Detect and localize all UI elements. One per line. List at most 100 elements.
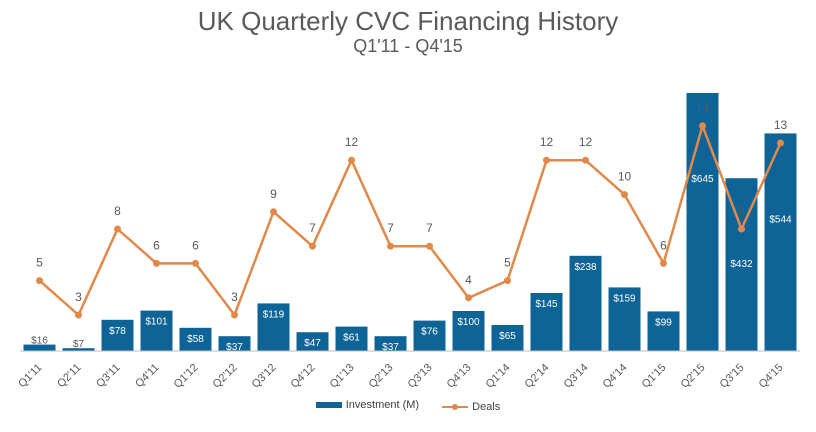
investment-bar — [413, 320, 446, 351]
investment-bar — [608, 287, 641, 351]
deals-point — [504, 277, 511, 285]
legend: Investment (M) Deals — [0, 399, 816, 413]
legend-label-investment: Investment (M) — [345, 399, 420, 411]
deals-point — [192, 259, 199, 267]
bar-value-label: $432 — [730, 259, 753, 270]
investment-bar — [764, 133, 797, 351]
chart-title: UK Quarterly CVC Financing History — [197, 6, 619, 36]
deals-point — [75, 311, 82, 319]
x-tick-label: Q1'13 — [328, 362, 357, 391]
deals-value-label: 8 — [738, 204, 745, 218]
deals-value-label: 4 — [465, 273, 472, 287]
bar-value-label: $7 — [73, 339, 85, 350]
investment-bar — [179, 327, 212, 351]
x-tick-label: Q4'14 — [601, 362, 630, 391]
bar-value-label: $47 — [304, 338, 321, 349]
x-tick-label: Q3'13 — [406, 362, 435, 391]
x-tick-label: Q2'11 — [55, 362, 83, 390]
deals-value-label: 6 — [660, 238, 667, 252]
deals-value-label: 6 — [192, 238, 199, 252]
bar-value-label: $76 — [421, 327, 438, 338]
deals-value-label: 12 — [345, 135, 359, 149]
bar-value-label: $645 — [691, 174, 714, 185]
deals-value-label: 13 — [774, 118, 788, 132]
x-tick-label: Q2'15 — [679, 362, 708, 391]
deals-point — [231, 311, 238, 319]
chart-subtitle: Q1'11 - Q4'15 — [353, 36, 463, 56]
bar-value-label: $119 — [263, 309, 285, 320]
bar-value-label: $99 — [655, 317, 672, 328]
x-tick-label: Q4'13 — [445, 362, 474, 391]
bar-value-label: $65 — [499, 331, 516, 342]
chart-area: $16 $7 $78 $101 $58 $37 $119 $47 $61 $37 $76 $100 $6… — [16, 93, 800, 391]
bar-value-label: $78 — [109, 326, 126, 337]
deals-value-label: 3 — [231, 290, 238, 304]
investment-bar — [101, 319, 134, 351]
investment-bar — [335, 326, 368, 351]
investment-bar — [374, 336, 407, 351]
x-tick-label: Q3'12 — [250, 362, 279, 391]
legend-line-swatch — [442, 404, 469, 410]
bar-value-label: $37 — [382, 342, 399, 353]
bar-value-label: $61 — [343, 333, 360, 344]
investment-bar — [452, 311, 485, 351]
bar-value-label: $37 — [226, 342, 243, 353]
legend-item-investment: Investment (M) — [315, 399, 420, 411]
deals-point — [465, 294, 472, 302]
x-tick-label: Q2'14 — [523, 362, 552, 391]
deals-value-label: 10 — [618, 170, 632, 184]
deals-point — [777, 139, 784, 147]
x-tick-label: Q4'11 — [133, 362, 161, 390]
x-tick-label: Q4'15 — [757, 362, 786, 391]
investment-bar — [296, 332, 329, 351]
deals-point — [621, 191, 628, 199]
deals-value-label: 5 — [36, 256, 43, 270]
deals-value-label: 7 — [309, 221, 316, 235]
deals-point — [738, 225, 745, 233]
x-tick-label: Q3'11 — [94, 362, 122, 390]
x-tick-label: Q4'12 — [289, 362, 318, 391]
investment-bar — [491, 325, 524, 351]
x-tick-label: Q1'15 — [640, 362, 669, 391]
investment-bar — [257, 303, 290, 351]
deals-point — [582, 156, 589, 164]
deals-point — [387, 242, 394, 250]
deals-point — [36, 277, 43, 285]
deals-point — [153, 259, 160, 267]
deals-value-label: 6 — [153, 238, 160, 252]
deals-value-label: 7 — [426, 221, 433, 235]
bar-value-label: $145 — [535, 299, 558, 310]
x-tick-label: Q3'15 — [718, 362, 747, 391]
x-tick-label: Q2'12 — [211, 362, 240, 391]
deals-point — [348, 156, 355, 164]
deals-value-label: 12 — [540, 135, 554, 149]
investment-bar — [569, 255, 602, 351]
x-tick-label: Q1'12 — [172, 362, 201, 391]
investment-bar — [686, 93, 719, 351]
investment-bar — [530, 293, 563, 351]
deals-line — [38, 124, 782, 317]
deals-point — [543, 156, 550, 164]
investment-bar — [23, 344, 56, 351]
deals-value-label: 8 — [114, 204, 121, 218]
legend-item-deals: Deals — [442, 401, 500, 413]
investment-bar — [647, 311, 680, 351]
deals-value-label: 14 — [696, 101, 710, 115]
x-tick-label: Q1'11 — [16, 362, 44, 390]
deals-point — [699, 122, 706, 130]
deals-value-label: 9 — [270, 187, 277, 201]
legend-bar-swatch — [315, 402, 342, 408]
deals-value-label: 7 — [387, 221, 394, 235]
deals-point — [660, 259, 667, 267]
bar-value-label: $58 — [187, 334, 204, 345]
x-tick-label: Q1'14 — [484, 362, 513, 391]
legend-label-deals: Deals — [472, 401, 501, 413]
x-tick-label: Q2'13 — [367, 362, 396, 391]
bar-value-label: $16 — [31, 336, 48, 347]
bar-value-label: $159 — [613, 293, 636, 304]
investment-bar — [62, 348, 95, 351]
deals-point — [114, 225, 121, 233]
legend-line-marker — [452, 404, 459, 410]
x-tick-label: Q3'14 — [562, 362, 591, 391]
deals-value-label: 5 — [504, 256, 511, 270]
